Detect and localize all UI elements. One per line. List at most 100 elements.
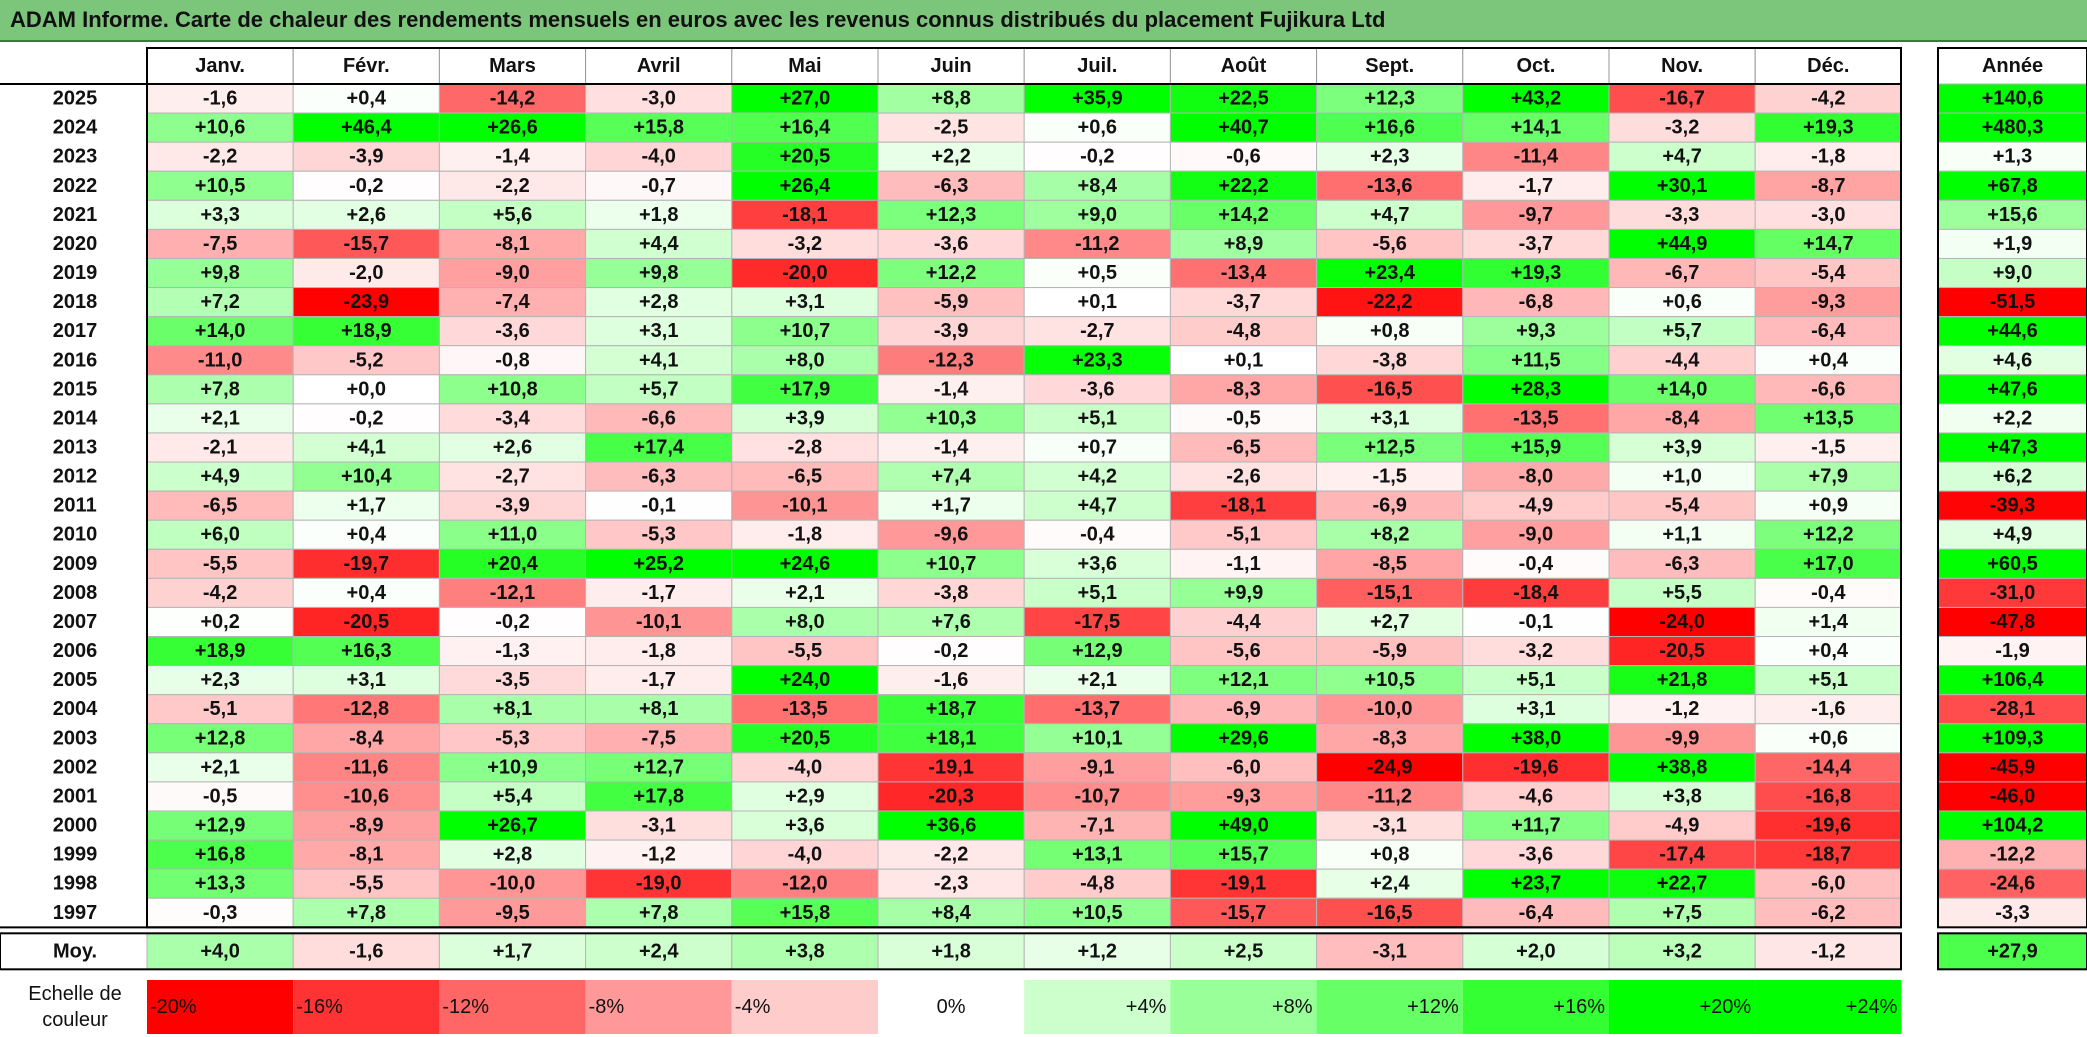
annual-value: +1,3 (1993, 146, 2032, 168)
scale-label: couleur (42, 1009, 108, 1031)
annual-value: -12,2 (1990, 844, 2036, 866)
cell-value: -4,4 (1226, 611, 1261, 633)
cell-value: +1,4 (1809, 611, 1849, 633)
cell-value: +23,4 (1364, 262, 1415, 284)
heatmap-cell (438, 257, 587, 289)
heatmap-cell (731, 199, 879, 230)
cell-value: +10,6 (195, 117, 246, 139)
heatmap-cell (1608, 723, 1756, 754)
heatmap-cell (585, 374, 733, 405)
cell-value: -3,9 (349, 146, 383, 168)
heatmap-cell (146, 83, 294, 114)
cell-value: +4,2 (1078, 466, 1117, 488)
cell-value: +2,1 (200, 407, 239, 429)
cell-value: +0,1 (1078, 291, 1117, 313)
heatmap-cell (877, 839, 1025, 870)
scale-label: Echelle de (28, 983, 121, 1005)
annual-value: +67,8 (1987, 175, 2038, 197)
scale-swatch (878, 980, 1025, 1034)
cell-value: -6,8 (1519, 291, 1553, 313)
heatmap-cell (585, 548, 733, 579)
annual-value: +2,2 (1993, 407, 2032, 429)
cell-value: -3,4 (495, 407, 530, 429)
cell-value: -16,8 (1806, 785, 1852, 807)
cell-value: -7,5 (203, 233, 237, 255)
cell-value: -1,7 (1519, 175, 1553, 197)
heatmap-cell (438, 694, 587, 725)
cell-value: +14,1 (1511, 117, 1562, 139)
cell-value: +5,1 (1078, 407, 1117, 429)
average-value: -3,1 (1372, 940, 1406, 962)
heatmap-cell (731, 490, 879, 521)
heatmap-cell (1608, 141, 1756, 172)
title-bar: ADAM Informe. Carte de chaleur des rende… (0, 0, 2087, 42)
cell-value: +26,4 (780, 175, 831, 197)
annual-cell (1937, 519, 2087, 550)
heatmap-cell (1316, 606, 1464, 638)
year-label: 2014 (53, 407, 98, 429)
heatmap-cell (585, 868, 733, 899)
heatmap-cell (438, 897, 587, 928)
heatmap-cell (877, 228, 1025, 259)
scale-label-value: 0% (937, 996, 966, 1018)
scale-swatch (585, 980, 732, 1034)
cell-value: +10,5 (195, 175, 246, 197)
average-value: -1,6 (349, 940, 383, 962)
cell-value: -8,9 (349, 815, 383, 837)
cell-value: -0,2 (349, 407, 383, 429)
heatmap-cell (146, 374, 294, 405)
annual-cell (1937, 199, 2087, 230)
cell-value: -19,7 (344, 553, 390, 575)
heatmap-cell (1462, 316, 1610, 347)
heatmap-cell (1608, 577, 1756, 608)
average-value: +2,5 (1224, 940, 1263, 962)
cell-value: -5,4 (1811, 262, 1846, 284)
cell-value: +23,3 (1072, 349, 1123, 371)
cell-value: -16,5 (1367, 378, 1413, 400)
heatmap-cell (877, 810, 1025, 841)
header-cell (1937, 47, 2087, 85)
heatmap-cell (1754, 781, 1902, 812)
heatmap-cell (585, 403, 733, 434)
cell-value: -3,6 (934, 233, 968, 255)
cell-value: -3,1 (641, 815, 675, 837)
cell-value: -6,9 (1372, 495, 1406, 517)
cell-value: +5,1 (1516, 669, 1555, 691)
heatmap-cell (1608, 636, 1756, 667)
heatmap-cell (1754, 141, 1902, 172)
cell-value: -4,8 (1080, 873, 1114, 895)
average-cell (146, 932, 294, 970)
heatmap-cell (877, 752, 1025, 783)
scale-swatch (1170, 980, 1317, 1034)
cell-value: +28,3 (1511, 378, 1562, 400)
heatmap-cell (1754, 636, 1902, 667)
year-label: 2022 (53, 175, 98, 197)
annual-value: +140,6 (1982, 88, 2044, 110)
heatmap-cell (1316, 432, 1464, 463)
heatmap-cell (1316, 723, 1464, 754)
heatmap-cell (585, 199, 733, 230)
heatmap-cell (877, 316, 1025, 347)
annual-value: +9,0 (1993, 262, 2032, 284)
cell-value: +7,8 (200, 378, 239, 400)
annual-value: +15,6 (1987, 204, 2038, 226)
cell-value: -10,1 (782, 495, 828, 517)
heatmap-cell (292, 752, 440, 783)
cell-value: -6,9 (1226, 698, 1260, 720)
cell-value: -14,4 (1806, 756, 1852, 778)
cell-value: +1,7 (347, 495, 386, 517)
heatmap-cell (877, 519, 1025, 550)
scale-swatch (147, 980, 294, 1034)
cell-value: +13,1 (1072, 844, 1123, 866)
heatmap-cell (1316, 839, 1464, 870)
annual-cell (1937, 345, 2087, 376)
month-header: Mars (489, 55, 536, 77)
cell-value: -8,4 (349, 727, 384, 749)
cell-value: +3,3 (200, 204, 239, 226)
scale-swatch (1462, 980, 1609, 1034)
year-label: 1997 (53, 902, 98, 924)
cell-value: -1,7 (641, 582, 675, 604)
heatmap-cell (438, 723, 587, 754)
heatmap-cell (1462, 199, 1610, 230)
heatmap-cell (877, 897, 1025, 928)
